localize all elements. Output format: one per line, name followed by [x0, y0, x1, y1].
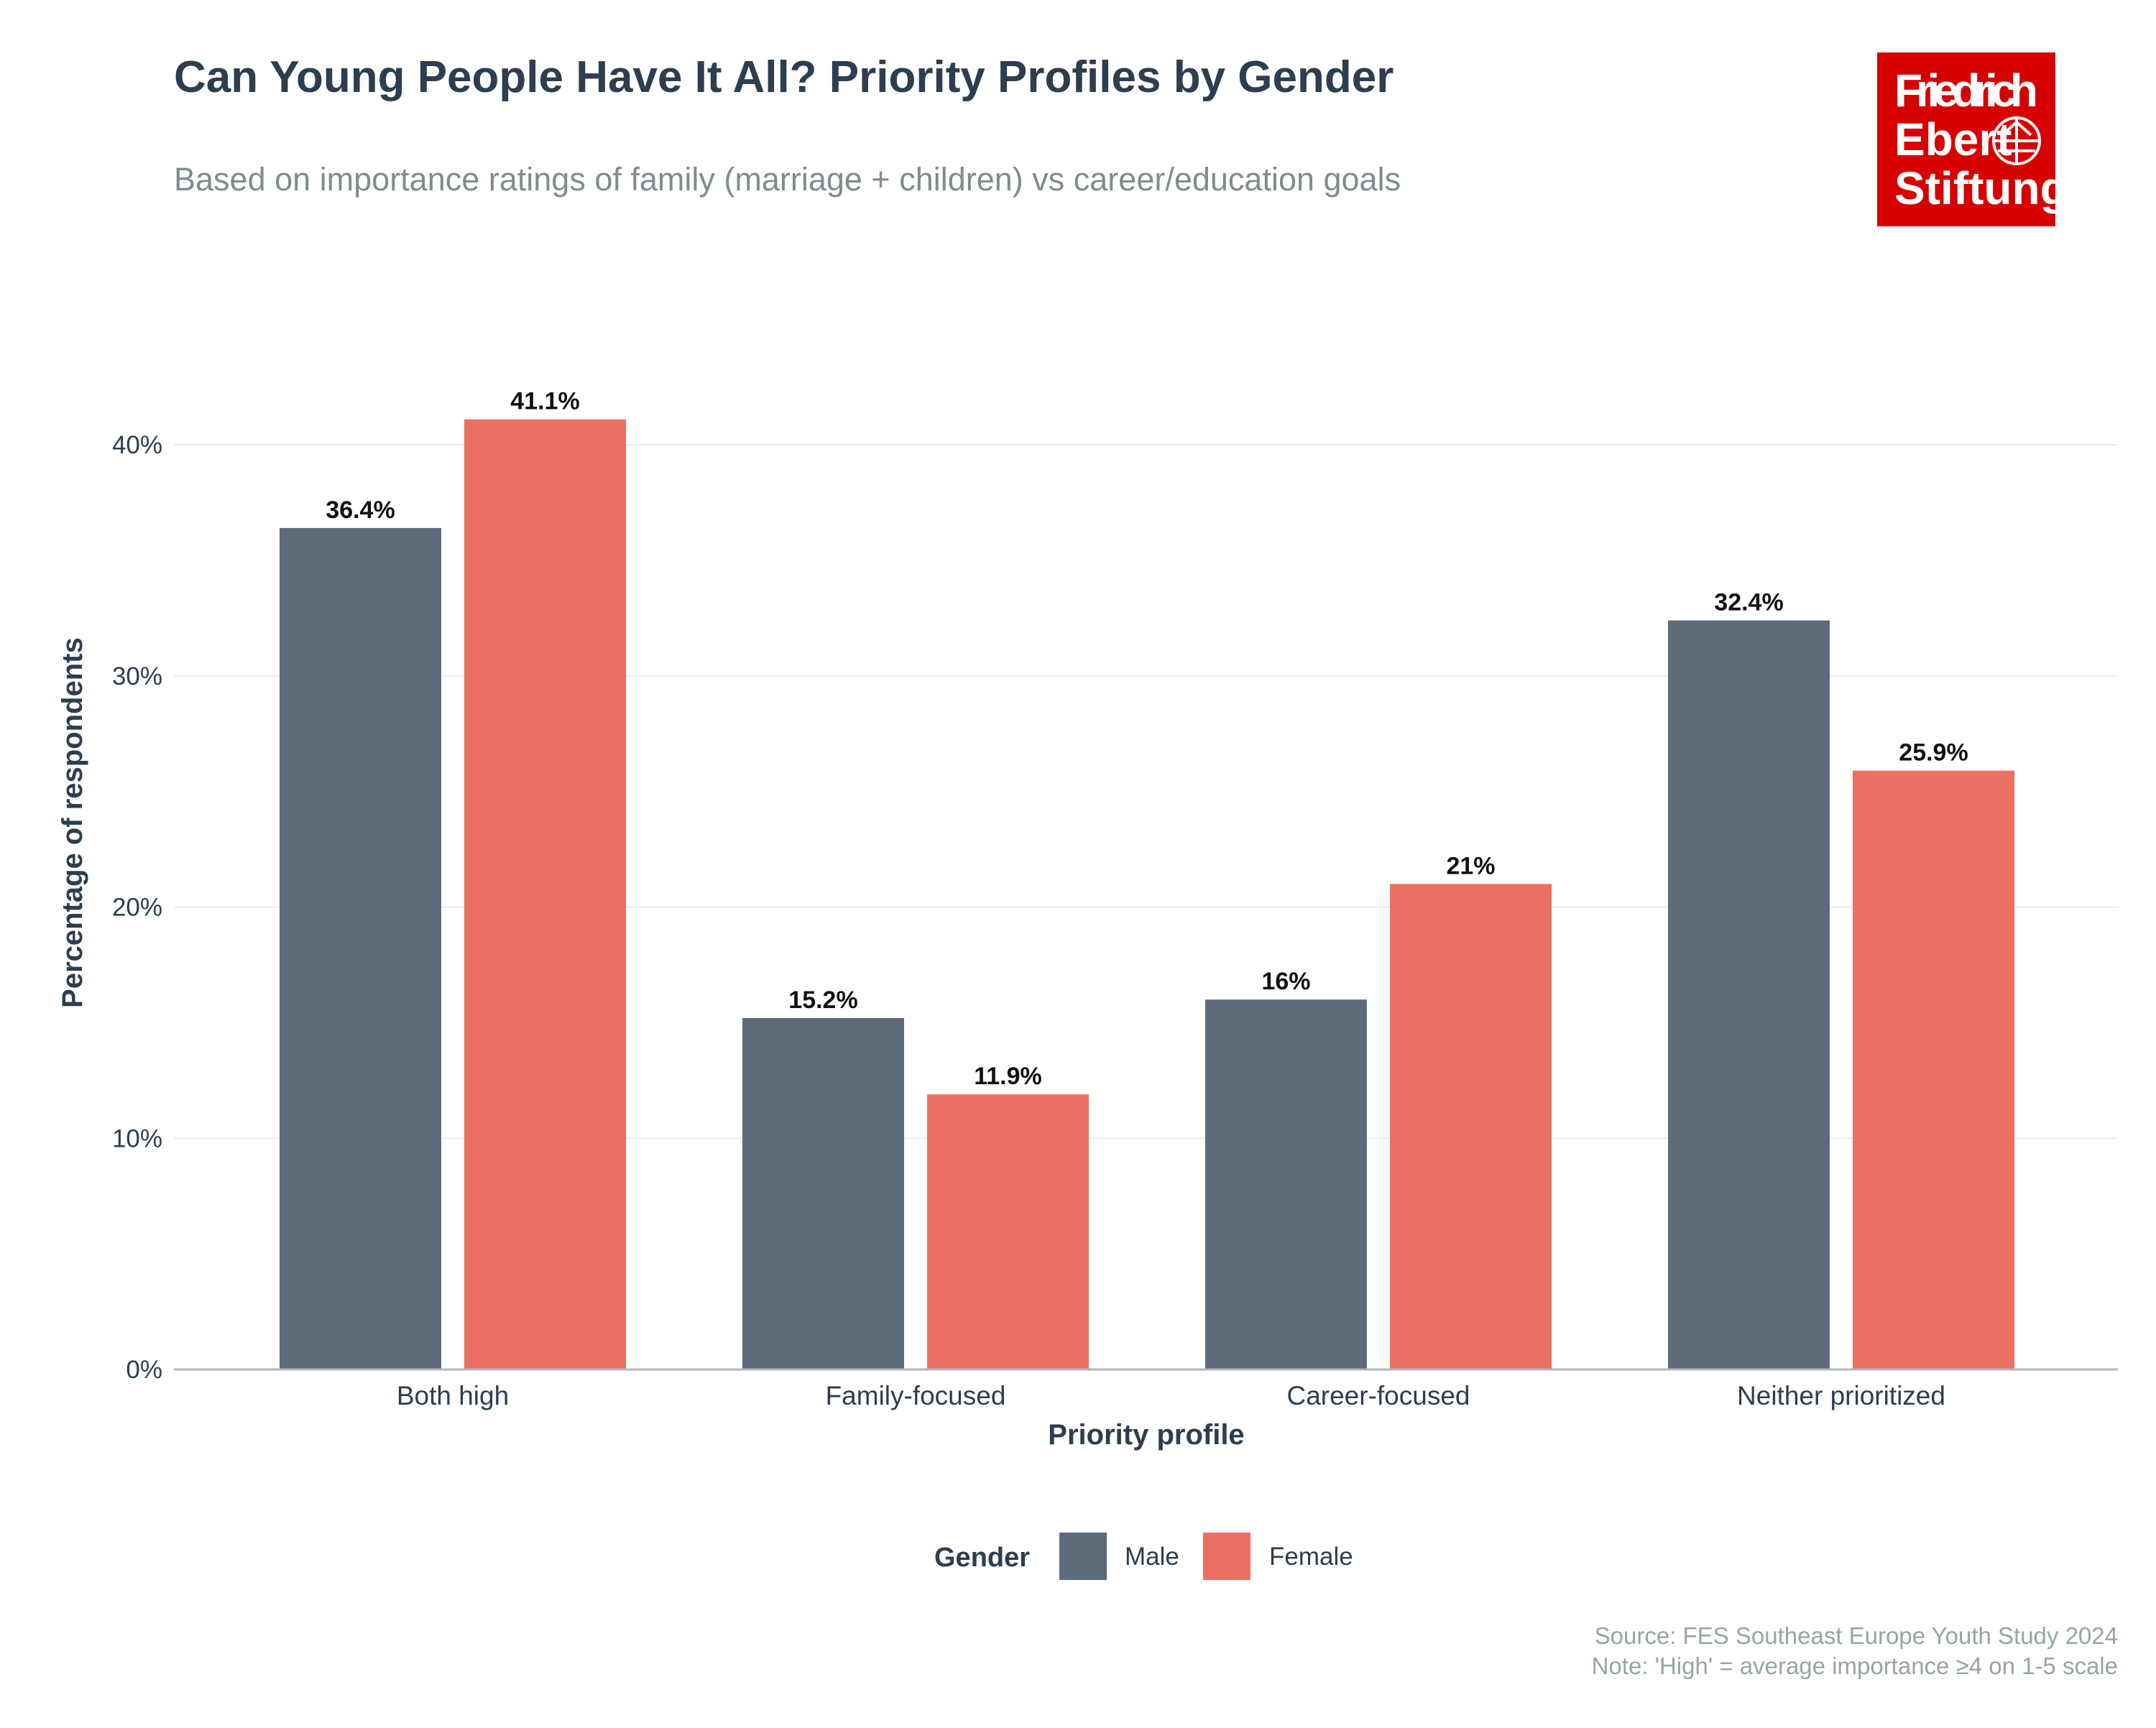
bar-male [1205, 999, 1367, 1369]
chart-title: Can Young People Have It All? Priority P… [174, 52, 1393, 102]
chart-subtitle: Based on importance ratings of family (m… [174, 161, 1401, 198]
legend-swatch-female [1203, 1533, 1250, 1580]
bar-male [280, 527, 441, 1369]
logo-line-1: Friedrich [1894, 65, 2038, 116]
legend-swatch-male [1059, 1533, 1107, 1580]
y-tick-label: 30% [112, 662, 162, 690]
legend-title: Gender [934, 1543, 1030, 1573]
logo-line-3: Stiftung [1894, 162, 2068, 214]
y-tick-label: 0% [126, 1356, 162, 1384]
bar-female [464, 419, 626, 1370]
bar-male [742, 1017, 904, 1369]
legend-label-female: Female [1269, 1543, 1353, 1571]
x-axis-ticks: Both high Family-focused Career-focused Nei… [397, 1381, 1945, 1410]
x-tick-label: Family-focused [826, 1381, 1006, 1410]
data-label: 11.9% [974, 1063, 1042, 1090]
caption-source: Source: FES Southeast Europe Youth Study… [1595, 1622, 2118, 1649]
x-tick-label: Both high [397, 1381, 509, 1410]
y-tick-label: 10% [112, 1124, 162, 1152]
data-label: 41.1% [510, 388, 579, 415]
y-tick-label: 40% [112, 431, 162, 459]
legend: Gender Male Female [934, 1533, 1353, 1580]
x-tick-label: Career-focused [1286, 1381, 1470, 1410]
globe-icon [1992, 116, 2041, 165]
x-axis-title: Priority profile [1048, 1419, 1244, 1451]
data-label: 32.4% [1714, 589, 1783, 616]
data-label: 36.4% [326, 496, 395, 524]
bar-female [927, 1094, 1089, 1369]
y-tick-label: 20% [112, 894, 162, 922]
bar-female [1390, 884, 1552, 1369]
fes-logo: Friedrich Ebert Stiftung [1877, 52, 2068, 226]
x-tick-label: Neither prioritized [1737, 1381, 1945, 1410]
bars [280, 419, 2014, 1370]
legend-label-male: Male [1125, 1543, 1179, 1571]
y-axis-title: Percentage of respondents [57, 637, 88, 1008]
bar-female [1853, 770, 2014, 1369]
data-label: 16% [1261, 968, 1310, 995]
y-axis-ticks: 0% 10% 20% 30% 40% [112, 431, 162, 1384]
data-label: 25.9% [1899, 739, 1968, 767]
data-label: 21% [1446, 852, 1495, 879]
caption-note: Note: 'High' = average importance ≥4 on … [1592, 1653, 2118, 1679]
data-label: 15.2% [788, 987, 857, 1014]
data-labels: 36.4% 41.1% 15.2% 11.9% 16% 21% 32.4% 25.9% [326, 388, 1968, 1091]
bar-male [1668, 620, 1830, 1369]
